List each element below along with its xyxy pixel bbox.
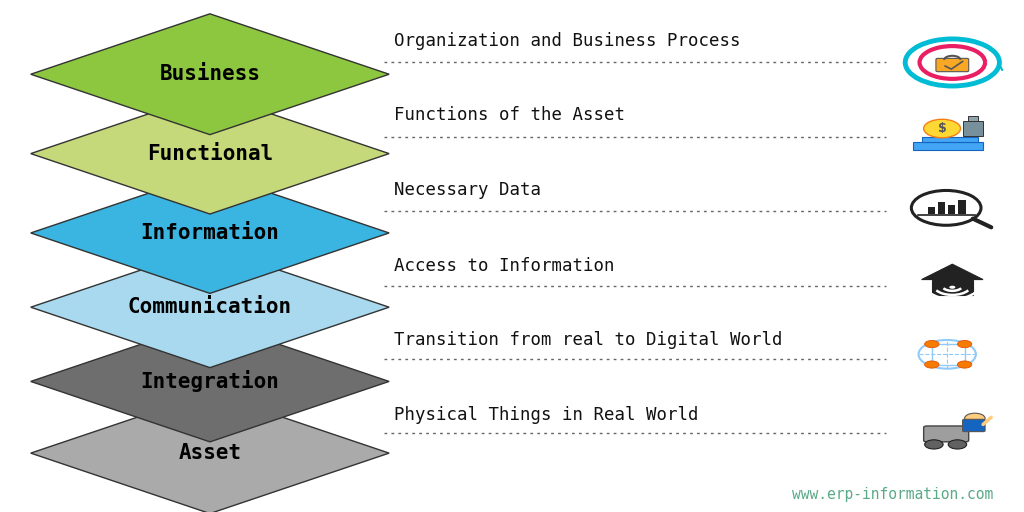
Text: Functions of the Asset: Functions of the Asset	[394, 106, 626, 124]
Text: Transition from real to Digital World: Transition from real to Digital World	[394, 331, 782, 350]
Text: Business: Business	[160, 64, 260, 84]
Bar	[958, 200, 966, 214]
Text: Information: Information	[140, 223, 280, 243]
Polygon shape	[31, 173, 389, 293]
Circle shape	[949, 286, 955, 289]
Polygon shape	[31, 393, 389, 512]
Polygon shape	[31, 14, 389, 135]
Text: Communication: Communication	[128, 297, 292, 317]
Circle shape	[948, 440, 967, 449]
Circle shape	[925, 361, 939, 368]
Text: Access to Information: Access to Information	[394, 257, 614, 275]
Bar	[948, 205, 955, 214]
Text: Functional: Functional	[146, 143, 273, 164]
Circle shape	[925, 340, 939, 348]
FancyBboxPatch shape	[936, 58, 969, 72]
Circle shape	[965, 413, 985, 423]
Bar	[928, 207, 935, 214]
Polygon shape	[922, 137, 978, 142]
Circle shape	[925, 440, 943, 449]
Text: Organization and Business Process: Organization and Business Process	[394, 32, 740, 50]
Bar	[963, 121, 983, 136]
Polygon shape	[922, 264, 983, 280]
Polygon shape	[913, 142, 983, 150]
Text: Physical Things in Real World: Physical Things in Real World	[394, 406, 698, 424]
Text: Necessary Data: Necessary Data	[394, 181, 542, 200]
FancyBboxPatch shape	[963, 419, 985, 432]
Bar	[968, 116, 978, 121]
Bar	[938, 202, 945, 214]
Text: Asset: Asset	[178, 443, 242, 463]
Bar	[932, 280, 973, 295]
Polygon shape	[31, 93, 389, 214]
FancyBboxPatch shape	[924, 426, 969, 442]
Polygon shape	[31, 247, 389, 368]
Text: $: $	[938, 122, 946, 135]
Circle shape	[957, 361, 972, 368]
Circle shape	[957, 340, 972, 348]
Text: Integration: Integration	[140, 371, 280, 392]
Polygon shape	[31, 321, 389, 442]
Text: www.erp-information.com: www.erp-information.com	[792, 487, 993, 502]
Circle shape	[924, 119, 961, 138]
